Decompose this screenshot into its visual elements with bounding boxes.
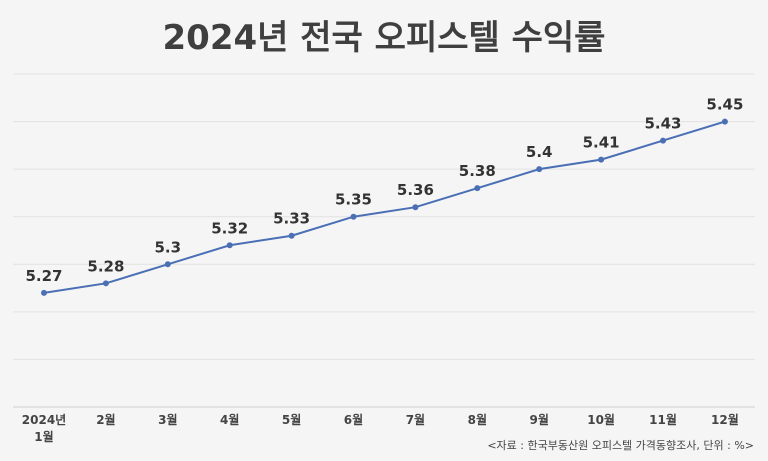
data-label: 5.3	[155, 238, 182, 256]
x-tick-label: 2024년	[22, 413, 66, 427]
data-point	[41, 289, 47, 296]
x-tick-label: 9월	[530, 412, 549, 427]
data-point	[102, 280, 109, 287]
data-point	[474, 185, 481, 192]
data-label: 5.43	[644, 115, 681, 133]
data-point	[288, 232, 295, 239]
x-tick-label: 10월	[587, 412, 615, 427]
x-tick-label: 11월	[649, 412, 677, 427]
data-point	[598, 156, 605, 163]
data-label: 5.32	[211, 219, 248, 237]
x-tick-label: 4월	[220, 412, 239, 427]
data-label: 5.35	[335, 191, 372, 209]
data-label: 5.28	[87, 257, 124, 275]
x-tick-label: 2월	[96, 412, 115, 427]
data-point	[721, 118, 728, 125]
series-line	[43, 120, 726, 294]
data-point	[164, 261, 171, 268]
data-label: 5.41	[583, 134, 620, 152]
x-tick-label: 1월	[34, 429, 53, 444]
chart-title: 2024년 전국 오피스텔 수익률	[162, 18, 606, 58]
data-label: 5.38	[459, 162, 496, 180]
data-point	[350, 213, 357, 220]
x-tick-label: 7월	[406, 412, 425, 427]
x-tick-label: 3월	[158, 412, 177, 427]
data-label: 5.27	[25, 267, 62, 285]
data-label: 5.45	[706, 96, 743, 114]
x-tick-label: 8월	[468, 412, 487, 427]
data-point	[412, 204, 419, 211]
x-tick-label: 12월	[711, 412, 739, 427]
data-label: 5.4	[526, 143, 553, 161]
data-point	[660, 137, 666, 144]
data-label: 5.36	[397, 181, 434, 199]
source-note: <자료 : 한국부동산원 오피스텔 가격동향조사, 단위 : %>	[487, 439, 754, 452]
data-point	[226, 242, 233, 249]
x-tick-label: 5월	[282, 412, 301, 427]
x-tick-label: 6월	[344, 412, 363, 427]
data-label: 5.33	[273, 210, 310, 228]
data-point	[536, 166, 543, 173]
